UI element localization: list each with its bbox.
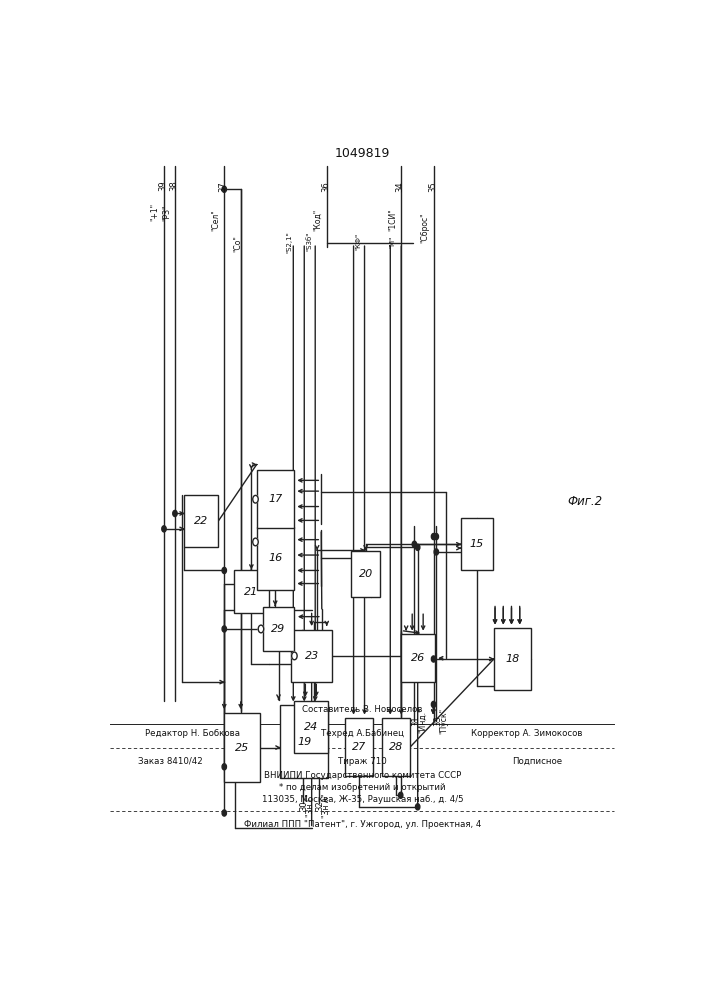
Text: "РЗ": "РЗ" (162, 204, 171, 221)
Bar (185, 495, 218, 547)
Bar (233, 570, 269, 613)
Text: "Пуск": "Пуск" (440, 708, 449, 734)
Text: "S2,1": "S2,1" (286, 231, 292, 253)
Text: 39: 39 (158, 180, 168, 191)
Text: 24: 24 (304, 722, 318, 732)
Text: 28: 28 (389, 742, 403, 752)
Text: 34: 34 (395, 182, 404, 192)
Text: 37: 37 (218, 182, 228, 192)
Text: 21: 21 (244, 587, 259, 597)
Text: 23: 23 (305, 651, 319, 661)
Text: "Зн А": "Зн А" (322, 793, 332, 818)
Text: 31: 31 (411, 715, 420, 726)
Circle shape (431, 656, 436, 662)
Bar (382, 718, 410, 776)
Text: 15: 15 (469, 539, 484, 549)
Text: 36: 36 (321, 182, 330, 192)
Text: Техред А.Бабинец: Техред А.Бабинец (321, 729, 404, 738)
Text: 19: 19 (297, 737, 311, 747)
Circle shape (412, 541, 416, 547)
Text: * по делам изобретений и открытий: * по делам изобретений и открытий (279, 783, 445, 792)
Text: "Сел": "Сел" (211, 209, 221, 231)
Text: Тираж 710: Тираж 710 (338, 757, 387, 766)
Bar (262, 607, 294, 651)
Text: 27: 27 (352, 742, 366, 752)
Text: 16: 16 (268, 553, 282, 563)
Text: "КФ": "КФ" (356, 233, 362, 250)
Bar (401, 634, 435, 682)
Circle shape (222, 764, 226, 770)
Text: 1049819: 1049819 (334, 147, 390, 160)
Text: Корректор А. Зимокосов: Корректор А. Зимокосов (471, 729, 583, 738)
Text: Филиал ППП "Патент", г. Ужгород, ул. Проектная, 4: Филиал ППП "Патент", г. Ужгород, ул. Про… (244, 820, 481, 829)
Text: "М": "М" (390, 236, 396, 248)
Text: 113035, Москва, Ж-35, Раушская наб., д. 4/5: 113035, Москва, Ж-35, Раушская наб., д. … (262, 795, 463, 804)
Circle shape (253, 495, 258, 503)
Text: "S3б": "S3б" (306, 232, 312, 251)
Circle shape (434, 533, 438, 540)
Text: 29: 29 (271, 624, 286, 634)
Text: 30: 30 (299, 800, 308, 811)
Circle shape (431, 533, 436, 540)
Circle shape (173, 510, 177, 517)
Text: 20: 20 (358, 569, 373, 579)
Text: 38: 38 (169, 180, 178, 191)
Text: "Код": "Код" (313, 209, 322, 231)
Text: 25: 25 (235, 743, 249, 753)
Text: ВНИИПИ Государственного комитета СССР: ВНИИПИ Государственного комитета СССР (264, 771, 461, 780)
Text: 22: 22 (194, 516, 209, 526)
Bar (294, 701, 328, 753)
Circle shape (416, 544, 420, 550)
Circle shape (416, 804, 420, 810)
Text: "Сброс": "Сброс" (421, 212, 430, 243)
Text: Подписное: Подписное (513, 757, 563, 766)
Text: "1СИ": "1СИ" (388, 209, 397, 231)
Bar (291, 630, 332, 682)
Text: 35: 35 (428, 182, 437, 192)
Circle shape (162, 526, 166, 532)
Circle shape (222, 186, 226, 192)
Circle shape (434, 549, 438, 555)
Circle shape (258, 625, 264, 633)
Circle shape (431, 701, 436, 708)
Text: Заказ 8410/42: Заказ 8410/42 (138, 757, 203, 766)
Bar (351, 551, 380, 597)
Circle shape (399, 792, 403, 798)
Text: "+1": "+1" (151, 203, 160, 221)
Bar (257, 527, 294, 590)
Text: 18: 18 (506, 654, 520, 664)
Text: 17: 17 (268, 494, 282, 504)
Text: 33: 33 (433, 715, 442, 726)
Circle shape (222, 626, 226, 632)
Bar (280, 705, 328, 778)
Circle shape (292, 652, 297, 660)
Bar (257, 470, 294, 528)
Circle shape (222, 810, 226, 816)
Text: "Инд.": "Инд." (418, 708, 427, 733)
Bar (494, 628, 531, 690)
Bar (461, 518, 493, 570)
Circle shape (253, 538, 258, 546)
Bar (345, 718, 373, 776)
Text: Редактор Н. Бобкова: Редактор Н. Бобкова (145, 729, 240, 738)
Text: 26: 26 (411, 653, 425, 663)
Text: Фиг.2: Фиг.2 (568, 495, 603, 508)
Text: Составитель В. Новоселов: Составитель В. Новоселов (302, 705, 423, 714)
Text: "Зн F": "Зн F" (306, 793, 315, 817)
Text: 32: 32 (316, 800, 325, 811)
Text: "Со": "Со" (233, 235, 243, 252)
Circle shape (222, 567, 226, 574)
Bar (224, 713, 260, 782)
